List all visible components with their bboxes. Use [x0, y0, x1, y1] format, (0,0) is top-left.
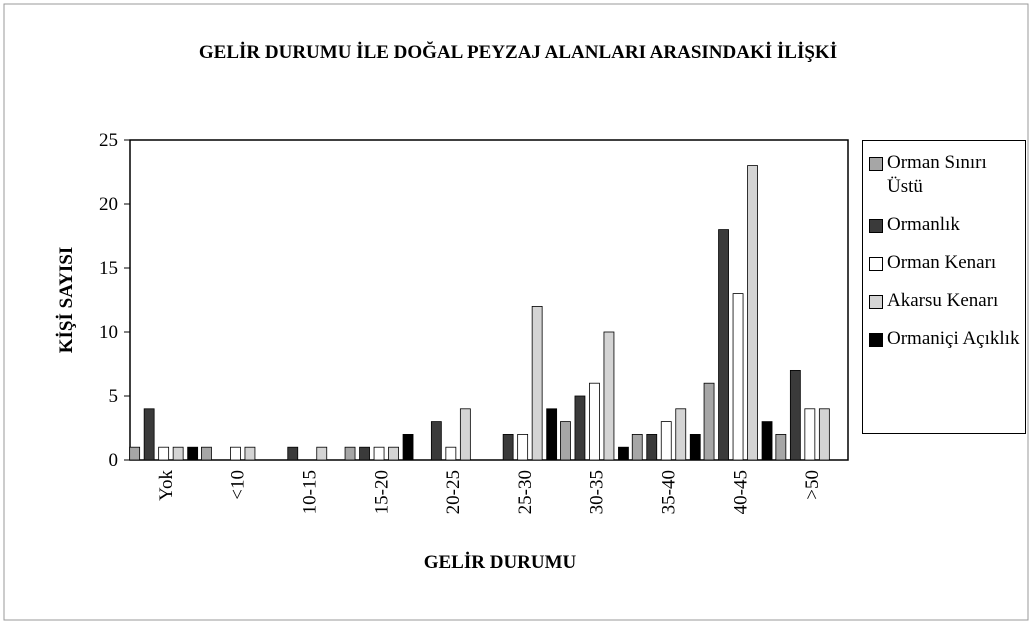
bar [287, 446, 299, 461]
bar [230, 446, 241, 461]
y-tick-label: 20 [99, 194, 118, 215]
chart-title: GELİR DURUMU İLE DOĞAL PEYZAJ ALANLARI A… [199, 41, 837, 63]
bar [344, 446, 356, 461]
legend: Orman Sınırı Üstü Ormanlık Orman Kenarı Aka… [862, 140, 1026, 434]
bar [689, 433, 701, 461]
bar [244, 446, 256, 461]
x-tick-label: <10 [228, 470, 249, 500]
bar [589, 382, 600, 461]
x-tick-label: 30-35 [587, 470, 608, 514]
bar [459, 408, 471, 461]
legend-label: Orman Sınırı Üstü [887, 152, 987, 197]
bar [574, 395, 586, 461]
bar [502, 433, 514, 461]
legend-swatch [869, 257, 883, 271]
bar [560, 421, 571, 461]
bar [201, 446, 212, 461]
x-tick-label: 35-40 [659, 470, 680, 514]
bar [158, 446, 170, 461]
bar [747, 165, 758, 461]
bar [531, 305, 543, 461]
bar [732, 293, 744, 461]
bar [775, 433, 787, 461]
x-tick-label: Yok [156, 470, 177, 501]
legend-item: Orman Kenarı [869, 251, 1021, 275]
bar [646, 433, 658, 461]
bar [804, 408, 816, 461]
frame [3, 3, 1029, 621]
y-tick-label: 25 [99, 130, 118, 151]
legend-item: Akarsu Kenarı [869, 289, 1021, 313]
bar [761, 421, 773, 461]
y-tick-label: 0 [109, 450, 119, 471]
x-tick-label: 25-30 [515, 470, 536, 514]
bar [789, 369, 801, 461]
x-axis-label: GELİR DURUMU [424, 552, 577, 573]
legend-swatch [869, 295, 883, 309]
bar [172, 446, 184, 461]
bar [703, 382, 715, 461]
legend-item: Orman Sınırı Üstü [869, 151, 1021, 199]
bar [631, 433, 643, 461]
bar [675, 408, 687, 461]
bar [618, 446, 629, 461]
bar [359, 446, 370, 461]
bar [316, 446, 328, 461]
bar [129, 446, 141, 461]
bar [143, 408, 155, 461]
legend-label: Ormaniçi Açıklık [887, 328, 1020, 349]
x-tick-label: 10-15 [300, 470, 321, 514]
x-tick-label: 15-20 [371, 470, 392, 514]
legend-label: Ormanlık [887, 214, 960, 235]
y-tick-label: 15 [99, 258, 118, 279]
y-axis-label: KİŞİ SAYISI [56, 247, 77, 354]
bar [445, 446, 457, 461]
bar [517, 433, 529, 461]
x-tick-label: >50 [802, 470, 823, 500]
y-tick-label: 10 [99, 322, 118, 343]
legend-swatch [869, 219, 883, 233]
legend-swatch [869, 157, 883, 171]
bar [187, 446, 199, 461]
legend-label: Orman Kenarı [887, 252, 997, 273]
bar [603, 331, 615, 461]
bar [430, 421, 442, 461]
y-tick-label: 5 [109, 386, 119, 407]
legend-item: Ormaniçi Açıklık [869, 327, 1021, 351]
legend-swatch [869, 333, 883, 347]
legend-item: Ormanlık [869, 213, 1021, 237]
plot-area [129, 139, 849, 461]
bar [388, 446, 399, 461]
bar [402, 433, 414, 461]
bar [818, 408, 830, 461]
x-tick-label: 20-25 [443, 470, 464, 514]
legend-label: Akarsu Kenarı [887, 290, 999, 311]
x-tick-label: 40-45 [730, 470, 751, 514]
bar [546, 408, 558, 461]
bar [660, 421, 672, 461]
bar [373, 446, 385, 461]
bar [718, 229, 729, 461]
